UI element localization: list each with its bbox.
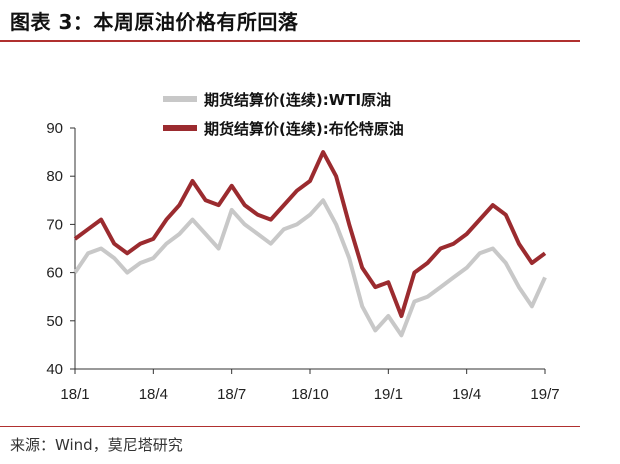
x-tick-label: 19/4 — [452, 386, 481, 403]
brent-series-line — [73, 150, 547, 318]
y-tick-label: 90 — [46, 120, 63, 137]
x-tick-label: 19/1 — [374, 386, 403, 403]
x-tick-label: 19/7 — [530, 386, 559, 403]
x-tick-label: 18/4 — [139, 386, 168, 403]
top-rule — [0, 40, 580, 42]
x-tick-label: 18/1 — [60, 386, 89, 403]
y-tick-label: 50 — [46, 313, 63, 330]
wti-series-line — [73, 198, 547, 338]
y-tick-label: 60 — [46, 265, 63, 282]
series-layer — [73, 150, 547, 338]
legend-label-brent: 期货结算价(连续):布伦特原油 — [204, 120, 404, 138]
x-tick-label: 18/10 — [291, 386, 329, 403]
oil-price-chart: 40 50 60 70 80 90 18/1 18/4 18/7 18/10 19/1 19/4 19/… — [46, 91, 559, 403]
y-tick-label: 70 — [46, 216, 63, 233]
axes: 40 50 60 70 80 90 18/1 18/4 18/7 18/10 19/1 19/4 19/… — [46, 120, 559, 403]
figure-title: 图表 3：本周原油价格有所回落 — [10, 10, 299, 34]
source-note: 来源：Wind，莫尼塔研究 — [10, 436, 183, 454]
legend-label-wti: 期货结算价(连续):WTI原油 — [204, 91, 391, 109]
x-tick-label: 18/7 — [217, 386, 246, 403]
bottom-rule — [0, 426, 580, 427]
y-tick-label: 80 — [46, 168, 63, 185]
y-tick-label: 40 — [46, 361, 63, 378]
